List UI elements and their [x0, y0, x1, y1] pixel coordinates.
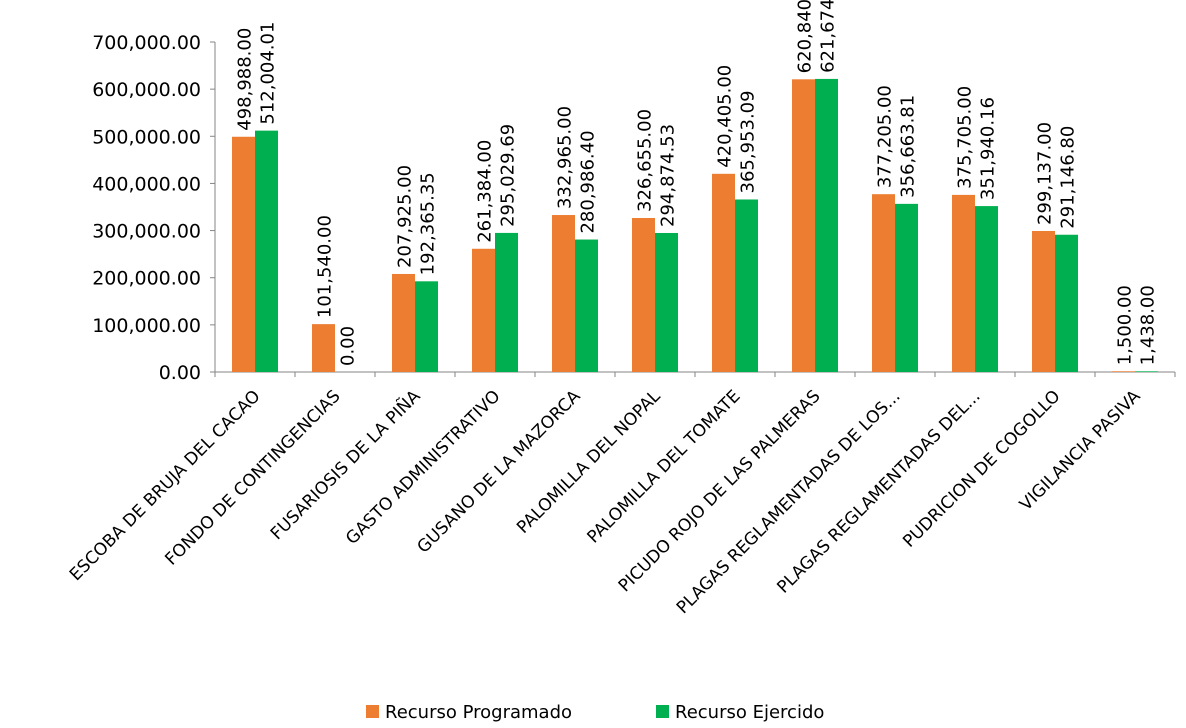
- data-label: 621,674.28: [818, 0, 839, 73]
- bar: [1055, 234, 1078, 372]
- bar: [495, 232, 518, 372]
- data-label: 1,500.00: [1115, 285, 1136, 365]
- data-label: 377,205.00: [875, 85, 896, 188]
- data-label: 356,663.81: [898, 95, 919, 198]
- data-label: 295,029.69: [498, 124, 519, 227]
- data-labels: 498,988.00 512,004.01 101,540.000.00 207,92…: [235, 0, 1159, 366]
- y-tick-label: 200,000.00: [92, 268, 201, 290]
- bar: [975, 206, 998, 372]
- data-label: 207,925.00: [395, 165, 416, 268]
- data-label: 375,705.00: [955, 86, 976, 189]
- data-label: 365,953.09: [738, 90, 759, 193]
- y-tick-label: 700,000.00: [92, 32, 201, 54]
- category-label: GASTO ADMINISTRATIVO: [342, 386, 504, 548]
- category-label: FONDO DE CONTINGENCIAS: [161, 386, 344, 569]
- data-label: 512,004.01: [258, 22, 279, 125]
- data-label: 101,540.00: [315, 215, 336, 318]
- legend-label: Recurso Ejercido: [675, 702, 824, 723]
- data-label: 1,438.00: [1138, 285, 1159, 365]
- bar: [415, 281, 438, 372]
- legend-swatch: [656, 705, 669, 718]
- bar: [232, 136, 255, 372]
- category-label: PUDRICION DE COGOLLO: [899, 386, 1064, 551]
- category-label: PALOMILLA DEL NOPAL: [513, 386, 665, 538]
- y-tick-label: 400,000.00: [92, 173, 201, 195]
- bars: [232, 78, 1158, 372]
- data-label: 420,405.00: [715, 65, 736, 168]
- data-label: 351,940.16: [978, 97, 999, 200]
- bar: [735, 199, 758, 372]
- bar: [632, 218, 655, 372]
- data-label: 294,874.53: [658, 124, 679, 227]
- bar: [1135, 371, 1158, 372]
- axes: 0.00 100,000.00 200,000.00 300,000.00 400,00…: [92, 32, 1176, 384]
- bar: [392, 273, 415, 372]
- y-tick-label: 0.00: [159, 362, 201, 384]
- bar: [472, 248, 495, 372]
- bar: [815, 78, 838, 372]
- bar: [895, 203, 918, 372]
- data-label: 498,988.00: [235, 28, 256, 131]
- category-label: FUSARIOSIS DE LA PIÑA: [266, 385, 425, 544]
- legend: Recurso Programado Recurso Ejercido: [366, 702, 824, 723]
- legend-label: Recurso Programado: [385, 702, 572, 723]
- bar: [552, 215, 575, 372]
- y-tick-label: 500,000.00: [92, 126, 201, 148]
- y-tick-label: 100,000.00: [92, 315, 201, 337]
- category-label: GUSANO DE LA MAZORCA: [414, 386, 585, 557]
- bar: [712, 173, 735, 372]
- data-label: 0.00: [338, 326, 359, 366]
- data-label: 261,384.00: [475, 140, 496, 243]
- data-label: 332,965.00: [555, 106, 576, 209]
- data-label: 299,137.00: [1035, 122, 1056, 225]
- bar: [792, 79, 815, 372]
- y-tick-label: 600,000.00: [92, 79, 201, 101]
- bar: [1112, 371, 1135, 372]
- bar: [575, 239, 598, 372]
- bar: [1032, 230, 1055, 372]
- bar: [255, 130, 278, 372]
- data-label: 620,840.00: [795, 0, 816, 73]
- data-label: 280,986.40: [578, 130, 599, 233]
- bar: [952, 194, 975, 372]
- bar: [655, 232, 678, 372]
- data-label: 192,365.35: [418, 172, 439, 275]
- data-label: 291,146.80: [1058, 126, 1079, 229]
- data-label: 326,655.00: [635, 109, 656, 212]
- category-label: PALOMILLA DEL TOMATE: [584, 386, 745, 547]
- bar: [872, 194, 895, 372]
- legend-swatch: [366, 705, 379, 718]
- bar: [312, 324, 335, 372]
- y-tick-label: 300,000.00: [92, 221, 201, 243]
